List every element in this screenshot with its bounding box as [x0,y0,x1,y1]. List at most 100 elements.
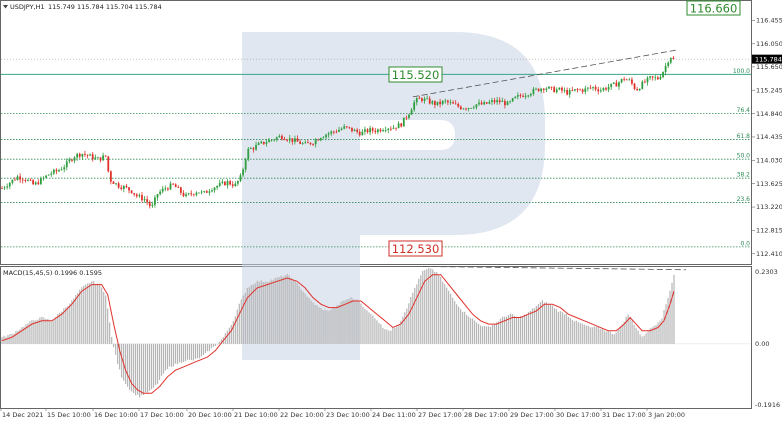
candle-body [597,89,600,92]
time-axis-label: 31 Dec 17:00 [602,411,646,419]
macd-histogram-bar [360,303,362,344]
macd-histogram-bar [53,319,55,344]
macd-histogram-bar [408,303,410,344]
macd-histogram-bar [103,292,105,344]
macd-histogram-bar [154,343,157,385]
candle-body [628,79,631,81]
candle-body [156,194,159,198]
macd-histogram-bar [312,302,314,344]
candle-body [91,154,94,160]
macd-histogram-bar [280,275,282,344]
macd-axis: 0.2303 0.00 -0.1916 [755,268,780,409]
time-axis-label: 28 Dec 17:00 [464,411,508,419]
macd-histogram-bar [19,329,21,344]
macd-histogram-bar [667,298,669,344]
macd-histogram-bar [661,318,663,344]
macd-histogram-bar [105,295,107,344]
candle-body [504,101,506,106]
macd-histogram-bar [99,283,101,344]
candle-body [47,174,50,176]
candle-body [21,179,24,181]
macd-histogram-bar [330,309,332,344]
macd-histogram-bar [633,324,635,344]
candle-body [646,77,649,83]
candle-body [581,89,584,92]
macd-histogram-bar [316,305,318,344]
macd-histogram-bar [549,304,551,344]
candle-body [27,179,29,181]
macd-histogram-bar [422,270,424,344]
macd-histogram-bar [83,285,85,344]
price-axis-label: 114.840 [756,110,782,118]
macd-histogram-bar [535,306,538,344]
macd-histogram-bar [232,320,234,344]
macd-histogram-bar [559,311,561,344]
candle-body [493,100,496,103]
candle-body [112,181,115,184]
candle-body [192,194,195,196]
candle-body [496,100,499,103]
macd-histogram-bar [412,292,414,344]
candle-body [343,126,346,129]
macd-histogram-bar [11,333,13,344]
candle-body [454,103,457,105]
candle-body [527,95,530,97]
candle-body [545,88,548,90]
macd-histogram-bar [168,343,171,367]
macd-histogram-bar [125,343,127,385]
macd-histogram-bar [75,295,77,344]
macd-histogram-bar [246,287,248,344]
macd-histogram-bar [499,318,502,344]
candle-body [242,169,244,176]
macd-histogram-bar [328,310,330,344]
candle-body [563,90,566,91]
macd-histogram-bar [623,321,625,344]
candle-body [623,78,626,80]
candle-body [115,183,117,185]
macd-histogram-bar [533,308,536,344]
macd-histogram-bar [350,297,352,344]
candle-body [413,102,416,110]
candle-body [498,100,501,103]
macd-histogram-bar [406,308,408,344]
candle-body [99,157,102,161]
macd-histogram-bar [262,281,264,344]
candle-body [506,101,509,106]
macd-histogram-bar [184,343,187,361]
macd-histogram-bar [651,327,653,344]
macd-histogram-bar [162,343,165,374]
macd-histogram-bar [85,284,87,344]
macd-histogram-bar [39,317,41,344]
macd-histogram-bar [77,292,79,344]
macd-histogram-bar [394,327,396,344]
candle-body [167,188,169,190]
macd-histogram-bar [657,322,659,344]
macd-histogram-bar [396,326,398,344]
chevron-down-icon[interactable] [3,5,8,9]
candle-body [32,180,35,185]
candle-body [421,98,423,101]
candle-body [395,127,397,129]
macd-histogram-bar [589,327,591,344]
macd-histogram-bar [250,285,252,344]
macd-histogram-bar [390,330,392,344]
macd-histogram-bar [400,320,402,344]
candle-body [198,192,200,194]
macd-histogram-bar [665,304,667,344]
candle-body [218,182,221,186]
candle-body [55,169,58,172]
candle-body [309,142,312,145]
macd-histogram-bar [473,320,476,344]
candle-body [605,88,607,90]
macd-histogram-bar [507,315,510,344]
macd-histogram-bar [258,281,260,344]
macd-pane-frame [0,266,752,409]
fibonacci-levels: 100.0 76.4 61.8 50.0 38.2 23.6 0.0 [1,68,751,247]
macd-histogram-bar [436,272,438,344]
macd-histogram-bar [366,310,368,344]
macd-histogram-bar [545,302,547,344]
macd-histogram-bar [248,287,250,344]
macd-histogram-bar [252,284,254,344]
macd-histogram-bar [645,333,647,344]
candle-body [34,182,37,185]
